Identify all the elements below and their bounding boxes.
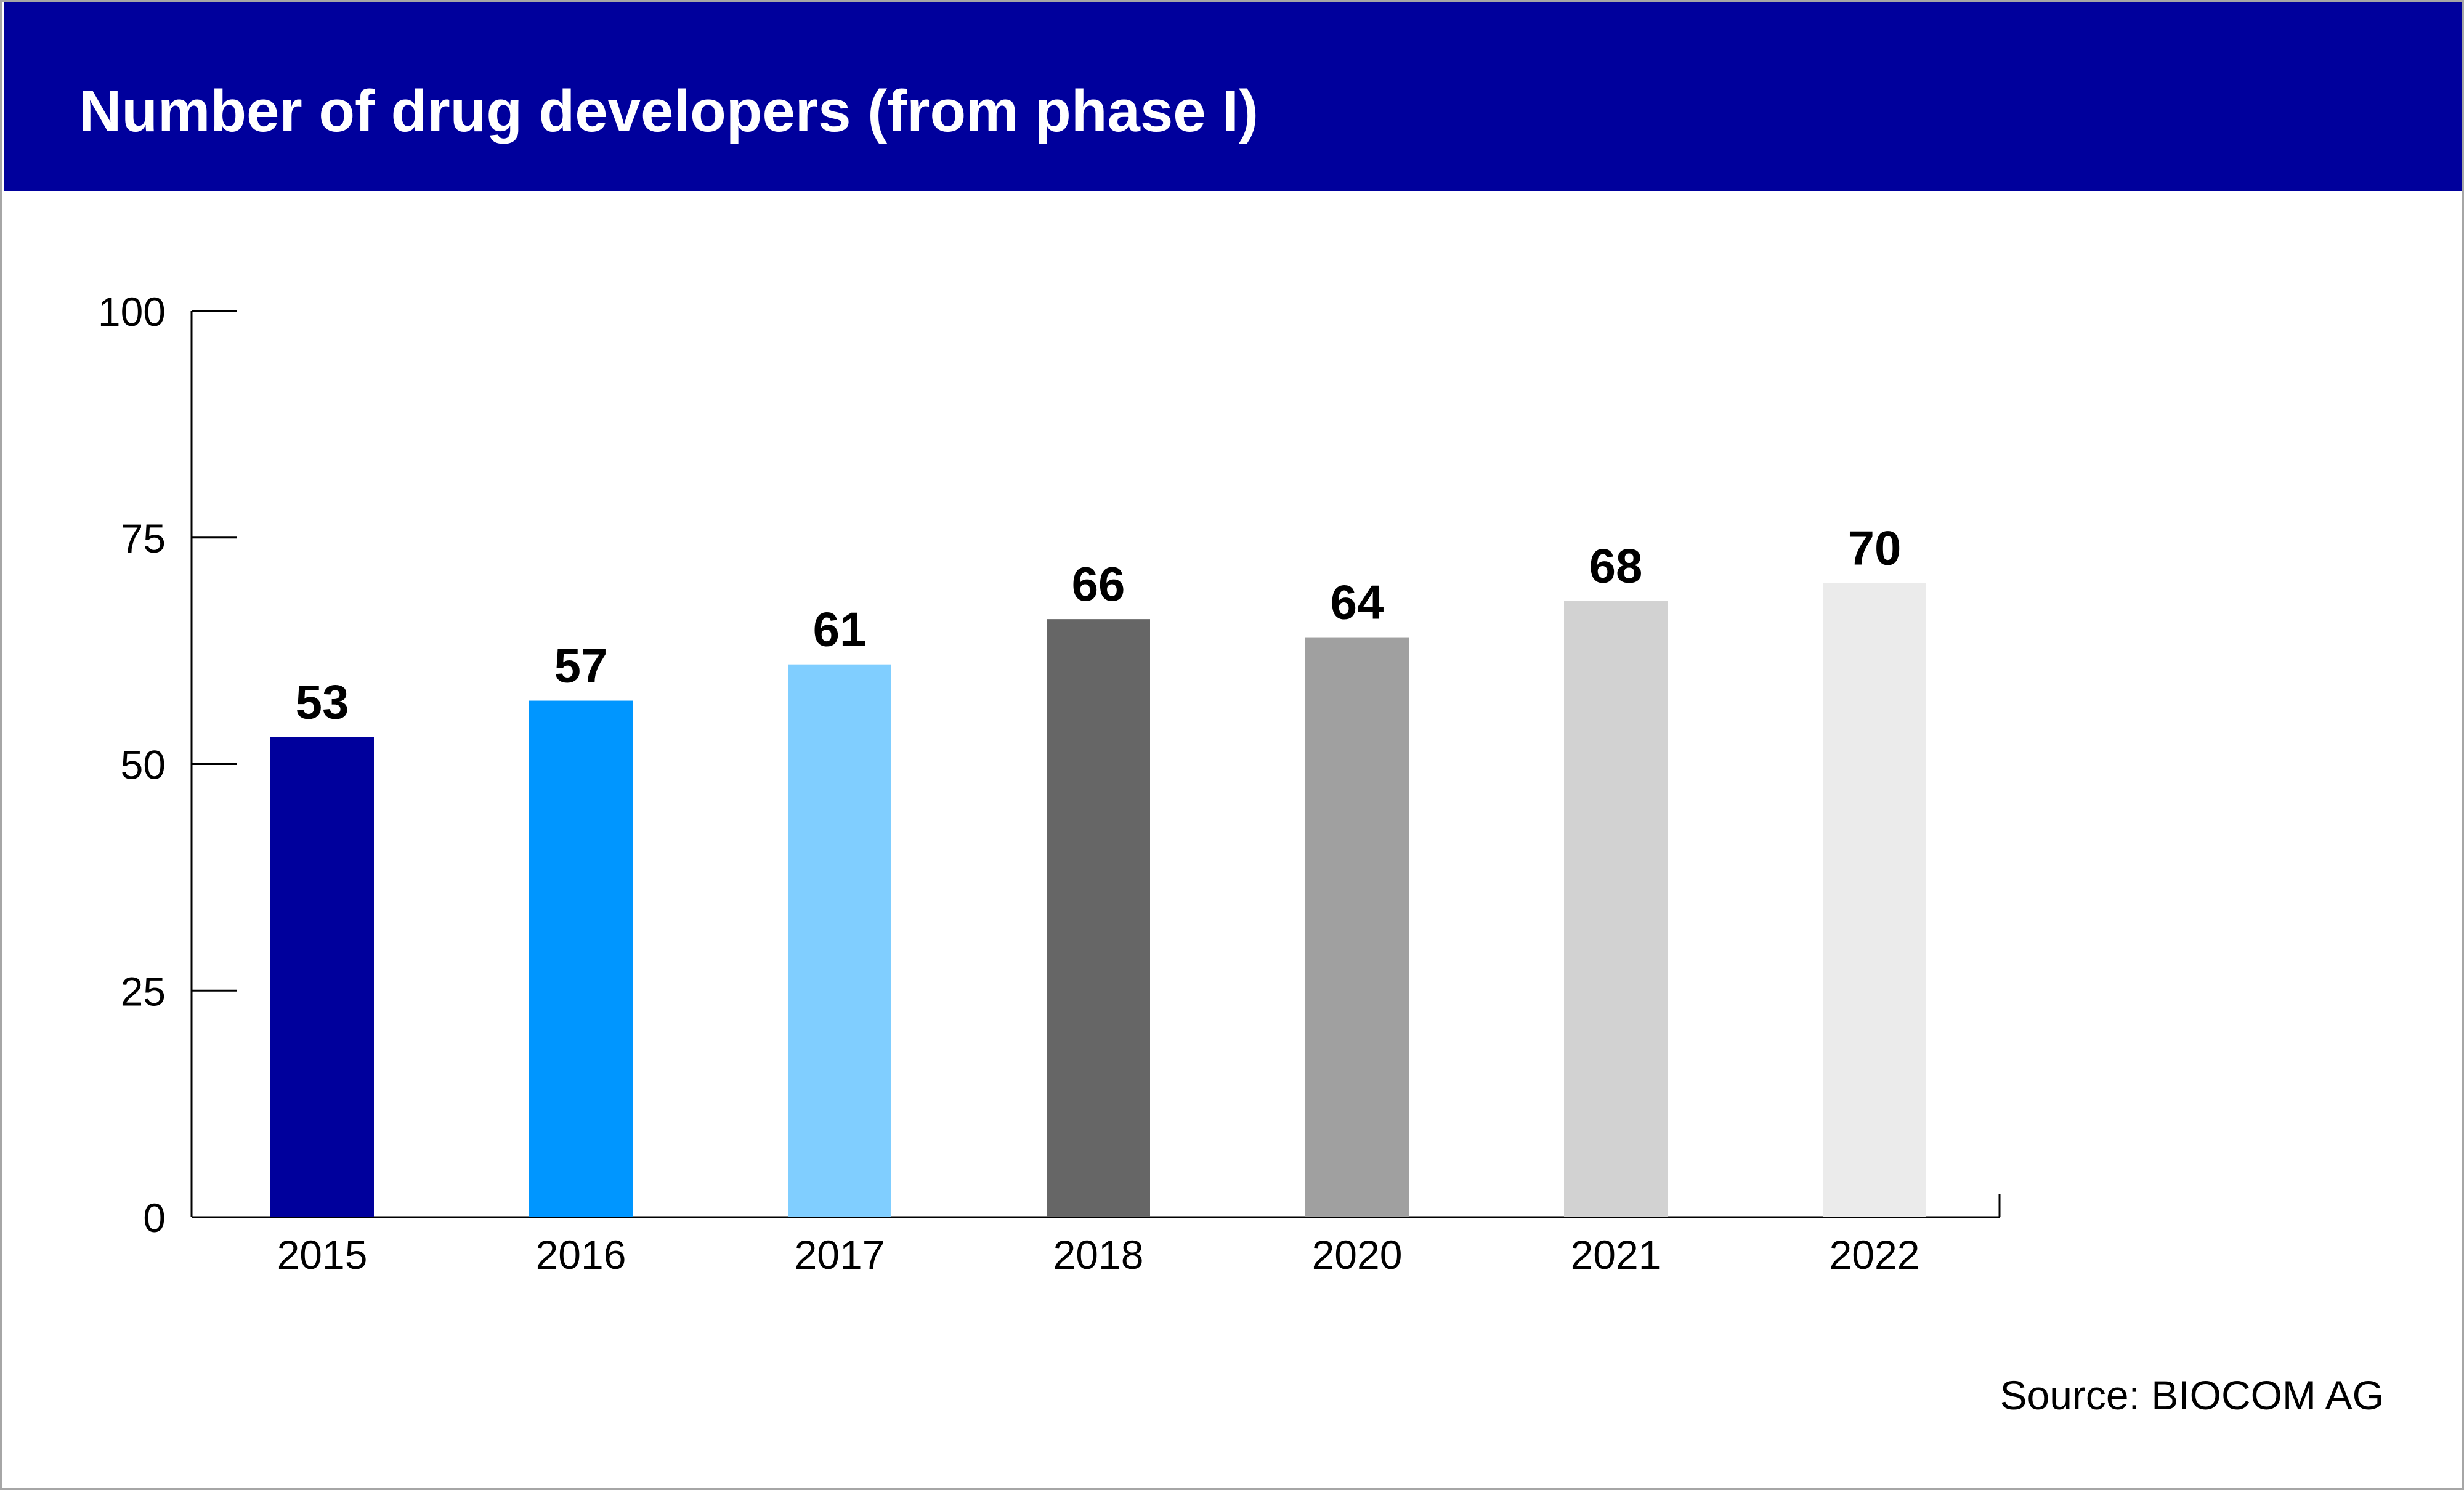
chart-bars: [270, 583, 1926, 1217]
y-tick-label: 100: [98, 289, 166, 334]
data-label: 68: [1589, 539, 1643, 593]
data-label: 64: [1331, 575, 1384, 630]
data-label: 66: [1072, 557, 1125, 611]
data-label: 61: [813, 602, 867, 657]
data-label: 53: [296, 674, 349, 729]
x-tick-label: 2015: [277, 1232, 368, 1277]
bar-2018: [1047, 619, 1150, 1217]
bar-2021: [1564, 601, 1668, 1217]
data-label: 57: [554, 639, 608, 693]
bar-2017: [788, 664, 891, 1217]
x-tick-label: 2021: [1571, 1232, 1661, 1277]
x-tick-label: 2017: [795, 1232, 885, 1277]
chart-title: Number of drug developers (from phase I): [79, 78, 1258, 144]
data-label: 70: [1848, 520, 1902, 575]
bar-2015: [270, 737, 374, 1217]
x-tick-label: 2016: [536, 1232, 626, 1277]
y-tick-label: 75: [121, 516, 166, 561]
y-tick-label: 50: [121, 742, 166, 788]
x-tick-label: 2022: [1830, 1232, 1920, 1277]
x-tick-label: 2020: [1312, 1232, 1403, 1277]
title-banner-background: [4, 2, 2462, 191]
y-tick-label: 25: [121, 968, 166, 1014]
bar-2022: [1823, 583, 1926, 1217]
y-tick-label: 0: [143, 1195, 166, 1241]
bar-2016: [529, 700, 633, 1217]
x-tick-label: 2018: [1053, 1232, 1144, 1277]
bar-2020: [1305, 637, 1409, 1217]
source-note: Source: BIOCOM AG: [2000, 1372, 2384, 1418]
title-banner: [4, 2, 2462, 191]
chart-labels: 0 25 50 75 100 53 2015 57 2016 61 2017 66 2018 64 2020…: [98, 289, 1920, 1277]
